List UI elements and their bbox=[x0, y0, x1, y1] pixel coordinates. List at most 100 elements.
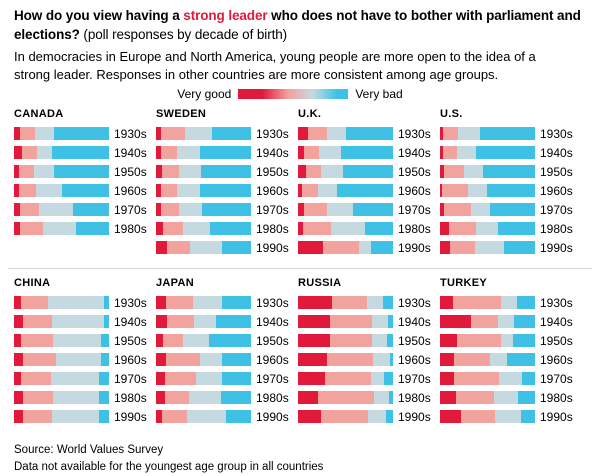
stacked-bar bbox=[156, 184, 251, 198]
stacked-bar bbox=[14, 127, 109, 141]
country-panel-sweden: SWEDEN 1930s 1940s 1950s 1960s 1970s 1980s 1990… bbox=[156, 108, 298, 260]
legend-gradient-bar bbox=[238, 89, 349, 100]
bar-segment-very_good bbox=[14, 165, 19, 179]
country-title: SWEDEN bbox=[156, 108, 207, 121]
bar-segment-fairly_bad bbox=[199, 353, 222, 367]
bar-segment-very_bad bbox=[346, 127, 393, 141]
bar-row: 1950s bbox=[14, 164, 156, 179]
bar-segment-fairly_good bbox=[305, 165, 321, 179]
stacked-bar bbox=[156, 334, 251, 348]
bar-segment-fairly_bad bbox=[178, 203, 202, 217]
bar-segment-very_good bbox=[440, 203, 444, 217]
bar-segment-fairly_good bbox=[450, 241, 476, 255]
bar-segment-fairly_bad bbox=[51, 410, 99, 424]
stacked-bar bbox=[298, 241, 393, 255]
decade-label: 1990s bbox=[540, 409, 573, 424]
bar-segment-very_bad bbox=[62, 184, 109, 198]
stacked-bar bbox=[156, 410, 251, 424]
bar-segment-very_bad bbox=[517, 391, 535, 405]
bar-segment-very_bad bbox=[486, 184, 535, 198]
decade-label: 1950s bbox=[540, 333, 573, 348]
legend-right-label: Very bad bbox=[355, 87, 403, 102]
stacked-bar bbox=[156, 203, 251, 217]
bar-segment-fairly_bad bbox=[458, 127, 480, 141]
country-title: U.S. bbox=[440, 108, 463, 121]
decade-label: 1990s bbox=[114, 409, 147, 424]
bar-segment-fairly_bad bbox=[52, 334, 102, 348]
bar-segment-fairly_good bbox=[19, 127, 35, 141]
decade-label: 1960s bbox=[398, 352, 431, 367]
decade-label: 1950s bbox=[398, 333, 431, 348]
decade-label: 1960s bbox=[540, 183, 573, 198]
bar-segment-very_bad bbox=[226, 410, 251, 424]
country-title: U.K. bbox=[298, 108, 322, 121]
stacked-bar bbox=[298, 222, 393, 236]
stacked-bar bbox=[298, 353, 393, 367]
decade-label: 1940s bbox=[114, 314, 147, 329]
decade-label: 1950s bbox=[114, 164, 147, 179]
bar-segment-very_bad bbox=[476, 146, 535, 160]
bar-segment-very_good bbox=[440, 184, 442, 198]
stacked-bar bbox=[14, 165, 109, 179]
bar-row: 1970s bbox=[440, 371, 582, 386]
country-panel-china: CHINA 1930s 1940s 1950s 1960s 1970s 1980s 1990s bbox=[14, 277, 156, 429]
bar-segment-very_bad bbox=[520, 410, 535, 424]
stacked-bar bbox=[156, 353, 251, 367]
bar-row: 1970s bbox=[14, 372, 156, 386]
country-title: CHINA bbox=[14, 277, 51, 290]
source-line: Source: World Values Survey bbox=[14, 444, 164, 457]
title-parenthetical: (poll responses by decade of birth) bbox=[79, 27, 288, 43]
bar-row: 1980s bbox=[156, 222, 298, 236]
stacked-bar bbox=[14, 372, 109, 386]
bar-row: 1960s bbox=[298, 183, 440, 198]
bar-segment-very_bad bbox=[53, 127, 109, 141]
bar-segment-fairly_bad bbox=[35, 184, 63, 198]
bar-segment-fairly_good bbox=[301, 184, 318, 198]
decade-label: 1980s bbox=[256, 390, 289, 405]
bar-segment-fairly_good bbox=[320, 410, 369, 424]
bar-segment-very_good bbox=[14, 146, 22, 160]
bar-segment-very_bad bbox=[507, 353, 535, 367]
decade-label: 1960s bbox=[114, 352, 147, 367]
bar-segment-very_bad bbox=[353, 203, 393, 217]
bar-segment-very_good bbox=[440, 241, 451, 255]
bar-segment-very_bad bbox=[490, 203, 535, 217]
bar-row: 1970s bbox=[298, 203, 440, 217]
stacked-bar bbox=[298, 410, 393, 424]
bar-segment-fairly_good bbox=[302, 222, 332, 236]
stacked-bar bbox=[298, 315, 393, 329]
bar-segment-very_bad bbox=[221, 296, 251, 310]
bar-segment-very_good bbox=[298, 391, 318, 405]
bar-segment-fairly_good bbox=[20, 296, 49, 310]
bar-segment-fairly_good bbox=[18, 165, 34, 179]
decade-label: 1970s bbox=[540, 371, 573, 386]
legend: Very good Very bad bbox=[0, 87, 580, 101]
bar-segment-very_good bbox=[440, 146, 443, 160]
bar-segment-fairly_bad bbox=[463, 165, 483, 179]
bar-row: 1990s bbox=[298, 410, 440, 424]
bar-segment-fairly_good bbox=[160, 127, 186, 141]
decade-label: 1940s bbox=[398, 145, 431, 160]
bar-row: 1950s bbox=[14, 334, 156, 348]
decade-label: 1960s bbox=[398, 183, 431, 198]
bar-segment-fairly_bad bbox=[193, 315, 216, 329]
decade-label: 1930s bbox=[256, 126, 289, 141]
bar-row: 1990s bbox=[14, 409, 156, 424]
country-title: TURKEY bbox=[440, 277, 488, 290]
stacked-bar bbox=[298, 334, 393, 348]
bar-segment-very_bad bbox=[221, 241, 251, 255]
bar-segment-fairly_good bbox=[330, 315, 373, 329]
bar-segment-fairly_good bbox=[162, 334, 183, 348]
bar-segment-fairly_bad bbox=[317, 184, 337, 198]
bar-segment-fairly_bad bbox=[34, 127, 54, 141]
decade-label: 1930s bbox=[256, 295, 289, 310]
bar-segment-fairly_good bbox=[324, 372, 372, 386]
footer: Source: World Values Survey Data not ava… bbox=[14, 442, 586, 475]
bar-segment-fairly_bad bbox=[193, 296, 222, 310]
bar-segment-very_bad bbox=[482, 165, 535, 179]
bar-segment-fairly_bad bbox=[33, 165, 54, 179]
bar-segment-fairly_bad bbox=[55, 353, 102, 367]
stacked-bar bbox=[440, 184, 535, 198]
decade-label: 1990s bbox=[256, 409, 289, 424]
bar-segment-very_good bbox=[298, 296, 333, 310]
